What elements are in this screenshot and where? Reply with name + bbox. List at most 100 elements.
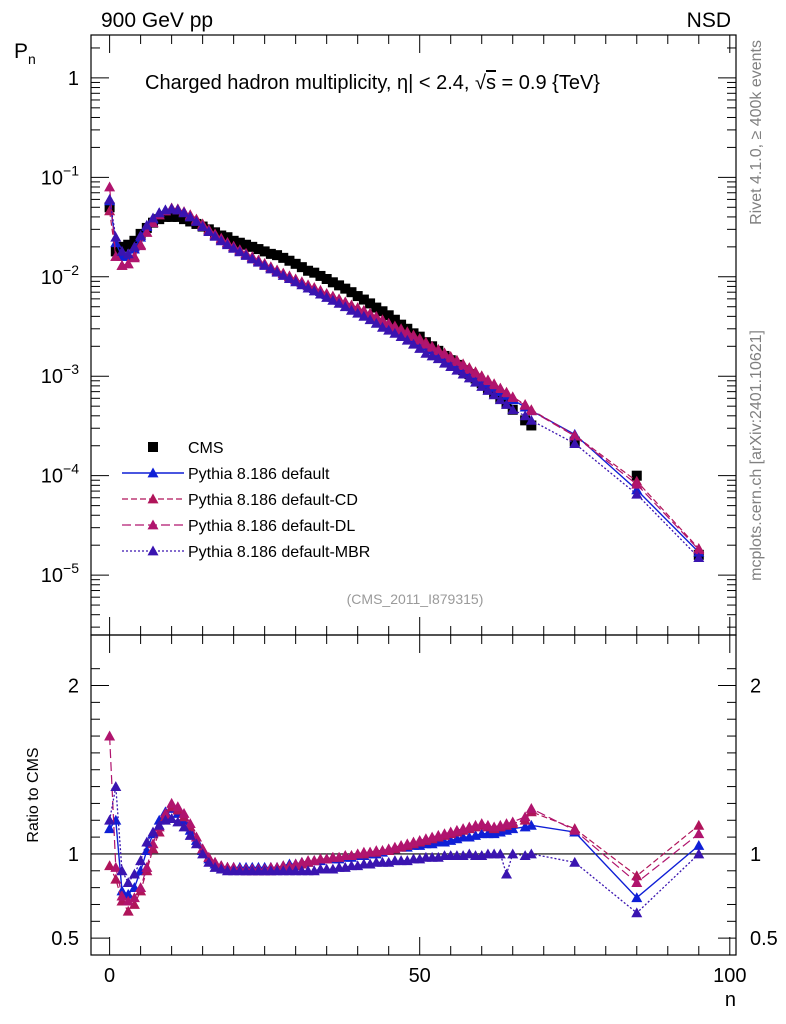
ratio-ytick-label-right-1: 1 xyxy=(750,844,761,866)
main-ytick-exp-3: −3 xyxy=(63,361,79,377)
main-point-dl-41 xyxy=(358,305,370,316)
main-point-cms-27 xyxy=(272,250,283,261)
main-point-mbr-42 xyxy=(364,314,376,325)
ratio-point-mbr-85 xyxy=(631,907,643,918)
main-point-mbr-22 xyxy=(240,249,252,260)
main-point-default-1 xyxy=(110,237,122,248)
ratio-point-mbr-68 xyxy=(525,848,537,859)
main-point-mbr-57 xyxy=(457,368,469,379)
main-ytick-exp-4: −4 xyxy=(63,461,79,477)
ratio-point-mbr-6 xyxy=(141,836,153,847)
main-point-cms-67 xyxy=(520,415,531,426)
ratio-point-default-68 xyxy=(525,819,537,830)
main-ytick-label-2: 10−2 xyxy=(41,262,79,289)
main-ylabel: Pn xyxy=(14,40,36,67)
main-ytick-exp-5: −5 xyxy=(63,560,79,576)
main-point-dl-45 xyxy=(383,317,395,328)
main-point-cms-44 xyxy=(377,306,388,317)
main-point-cms-68 xyxy=(526,420,537,431)
main-point-mbr-58 xyxy=(463,372,475,383)
main-point-cms-45 xyxy=(383,310,394,321)
main-point-dl-53 xyxy=(432,345,444,356)
main-point-mbr-39 xyxy=(345,304,357,315)
main-point-dl-64 xyxy=(501,387,513,398)
main-ytick-label-4: 10−4 xyxy=(41,461,79,488)
ratio-point-dl-4 xyxy=(128,892,140,903)
ratio-point-cd-1 xyxy=(110,873,122,884)
ratio-point-dl-1 xyxy=(110,861,122,872)
main-point-mbr-7 xyxy=(147,212,159,223)
ratio-point-cd-7 xyxy=(147,843,159,854)
main-point-cms-46 xyxy=(389,314,400,325)
ratio-ytick-label-left-0: 0.5 xyxy=(51,928,79,950)
main-point-dl-51 xyxy=(420,338,432,349)
main-point-mbr-5 xyxy=(135,230,147,240)
main-point-mbr-67 xyxy=(519,410,531,421)
ratio-point-mbr-58 xyxy=(463,848,475,859)
main-point-mbr-6 xyxy=(141,219,153,230)
legend-label-cms: CMS xyxy=(188,440,224,457)
main-point-mbr-0 xyxy=(104,193,116,204)
main-point-cms-30 xyxy=(290,258,301,269)
main-point-mbr-21 xyxy=(234,246,246,257)
main-point-dl-67 xyxy=(519,399,531,410)
legend: CMS Pythia 8.186 default Pythia 8.186 defa… xyxy=(122,440,370,561)
main-ytick-exp-1: −1 xyxy=(63,162,79,178)
ratio-point-mbr-95 xyxy=(693,848,705,859)
main-point-mbr-60 xyxy=(476,380,488,391)
main-point-dl-55 xyxy=(445,352,457,363)
legend-label-mbr: Pythia 8.186 default-MBR xyxy=(188,544,370,561)
main-ytick-base-3: 10 xyxy=(41,366,63,388)
ratio-point-mbr-14 xyxy=(190,838,202,849)
main-point-cms-32 xyxy=(303,265,314,276)
ratio-point-default-0 xyxy=(104,823,116,834)
ratio-point-cd-85 xyxy=(631,870,643,881)
main-ytick-base-0: 1 xyxy=(68,68,79,90)
main-point-dl-60 xyxy=(476,371,488,382)
x-axis-label: n xyxy=(725,989,736,1011)
ratio-point-mbr-12 xyxy=(178,821,190,832)
main-series-mbr xyxy=(104,193,705,563)
legend-label-default: Pythia 8.186 default xyxy=(188,466,330,483)
main-point-dl-54 xyxy=(439,348,451,359)
main-point-dl-61 xyxy=(482,375,494,386)
main-point-mbr-62 xyxy=(488,389,500,400)
main-point-mbr-31 xyxy=(296,279,308,290)
main-point-mbr-4 xyxy=(128,241,140,252)
main-point-dl-58 xyxy=(463,363,475,374)
main-point-mbr-59 xyxy=(470,376,482,387)
main-point-mbr-17 xyxy=(209,230,221,241)
ratio-point-mbr-64 xyxy=(501,868,513,879)
main-ytick-label-0: 1 xyxy=(68,68,79,90)
xtick-label-2: 100 xyxy=(713,965,746,987)
ratio-point-dl-61 xyxy=(482,819,494,830)
ratio-point-dl-75 xyxy=(569,824,581,835)
ratio-point-dl-12 xyxy=(178,808,190,818)
main-point-dl-43 xyxy=(370,311,382,322)
main-point-mbr-50 xyxy=(414,343,426,353)
analysis-tag: (CMS_2011_I879315) xyxy=(347,591,484,607)
ratio-point-mbr-75 xyxy=(569,856,581,867)
main-point-mbr-15 xyxy=(197,221,209,231)
main-point-cms-13 xyxy=(185,216,196,227)
ratio-ylabel: Ratio to CMS xyxy=(25,747,42,842)
title-part-2: | < 2.4, xyxy=(408,72,475,94)
ratio-point-mbr-16 xyxy=(203,856,215,867)
chart-title: Charged hadron multiplicity, η| < 2.4, √… xyxy=(145,72,600,94)
main-point-mbr-24 xyxy=(252,256,264,267)
ratio-point-cd-3 xyxy=(122,905,134,916)
main-point-cms-85 xyxy=(631,470,642,481)
ylabel-sub: n xyxy=(28,51,36,67)
main-point-mbr-16 xyxy=(203,226,215,236)
main-point-dl-47 xyxy=(395,324,407,335)
main-point-cms-12 xyxy=(179,214,190,225)
ratio-series-dl xyxy=(104,730,705,906)
main-point-mbr-18 xyxy=(215,235,227,246)
main-point-dl-50 xyxy=(414,334,426,345)
ratio-point-mbr-18 xyxy=(215,863,227,874)
legend-marker-default xyxy=(147,467,159,478)
main-point-mbr-29 xyxy=(283,273,295,283)
ratio-ytick-label-right-0: 0.5 xyxy=(750,928,778,950)
ratio-point-dl-0 xyxy=(104,730,116,741)
ratio-point-mbr-7 xyxy=(147,826,159,837)
